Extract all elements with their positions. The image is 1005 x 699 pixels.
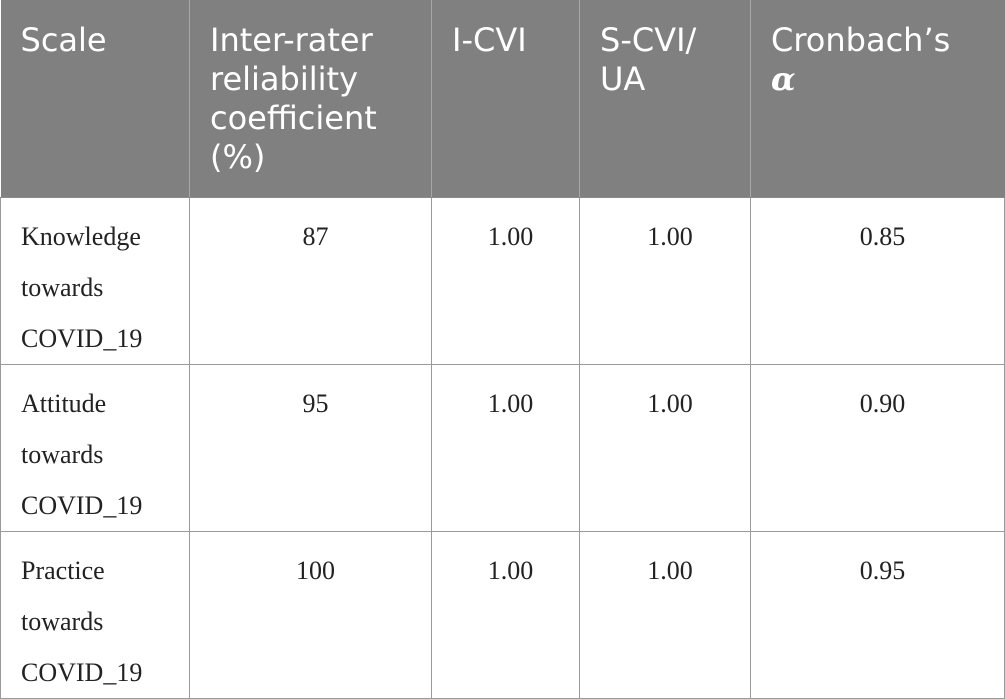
scale-line: COVID_19 xyxy=(21,323,143,353)
cell-s-cvi-ua: 1.00 xyxy=(579,196,751,365)
cell-cronbach-alpha: 0.85 xyxy=(750,196,1005,365)
cell-s-cvi-ua: 1.00 xyxy=(579,530,751,699)
scale-line: Knowledge xyxy=(21,221,141,251)
header-cronbach-line: Cronbach’s xyxy=(771,21,951,59)
table-row: Practice towards COVID_19 100 1.00 1.00 … xyxy=(0,530,1005,699)
scale-line: Attitude xyxy=(21,388,107,418)
cell-s-cvi-ua: 1.00 xyxy=(579,363,751,532)
header-s-cvi-ua: S-CVI/ UA xyxy=(579,0,751,198)
cell-cronbach-alpha: 0.95 xyxy=(750,530,1005,699)
cell-inter-rater: 95 xyxy=(189,363,432,532)
cell-scale: Attitude towards COVID_19 xyxy=(0,363,190,532)
cell-i-cvi: 1.00 xyxy=(431,530,580,699)
cell-i-cvi: 1.00 xyxy=(431,196,580,365)
cell-scale: Practice towards COVID_19 xyxy=(0,530,190,699)
table-row: Attitude towards COVID_19 95 1.00 1.00 0… xyxy=(0,363,1005,532)
header-inter-rater: Inter-rater reliability coefficient (%) xyxy=(189,0,432,198)
scale-line: COVID_19 xyxy=(21,657,143,687)
header-cronbach-alpha: Cronbach’s α xyxy=(750,0,1005,198)
table-row: Knowledge towards COVID_19 87 1.00 1.00 … xyxy=(0,196,1005,365)
scale-line: COVID_19 xyxy=(21,490,143,520)
cell-inter-rater: 87 xyxy=(189,196,432,365)
scale-line: towards xyxy=(21,606,104,636)
cell-cronbach-alpha: 0.90 xyxy=(750,363,1005,532)
table-body: Knowledge towards COVID_19 87 1.00 1.00 … xyxy=(0,196,1005,699)
cell-i-cvi: 1.00 xyxy=(431,363,580,532)
header-scale: Scale xyxy=(0,0,190,198)
header-scale-line: Scale xyxy=(20,21,107,59)
header-row: Scale Inter-rater reliability coefficien… xyxy=(0,0,1005,198)
scale-line: Practice xyxy=(21,555,105,585)
header-i-cvi-line: I-CVI xyxy=(452,21,527,59)
header-i-cvi: I-CVI xyxy=(431,0,580,198)
cell-inter-rater: 100 xyxy=(189,530,432,699)
scale-line: towards xyxy=(21,272,104,302)
header-inter-rater-line: (%) xyxy=(210,138,266,176)
header-s-cvi-ua-line: S-CVI/ xyxy=(600,21,697,59)
header-inter-rater-line: coefficient xyxy=(210,99,377,137)
table-header: Scale Inter-rater reliability coefficien… xyxy=(0,0,1005,198)
scale-line: towards xyxy=(21,439,104,469)
header-s-cvi-ua-line: UA xyxy=(600,60,646,98)
alpha-symbol: α xyxy=(771,60,796,98)
cell-scale: Knowledge towards COVID_19 xyxy=(0,196,190,365)
header-inter-rater-line: Inter-rater xyxy=(210,21,373,59)
header-inter-rater-line: reliability xyxy=(210,60,358,98)
